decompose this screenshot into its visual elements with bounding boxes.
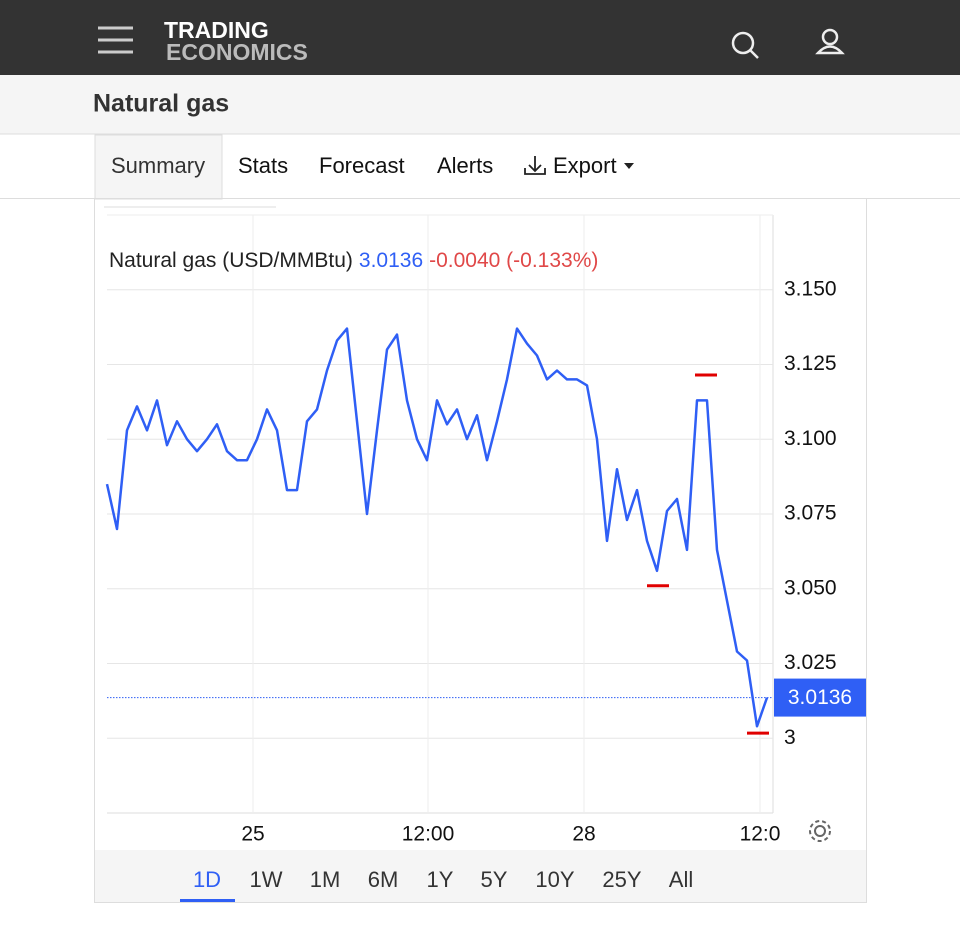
range-bar [95, 850, 866, 902]
range-button[interactable]: 1D [193, 867, 221, 892]
user-icon[interactable] [815, 28, 845, 55]
tab[interactable]: Export [553, 153, 617, 178]
active-tab-bg [94, 134, 223, 200]
range-button[interactable]: All [669, 867, 693, 892]
x-tick-label: 12:0 [740, 823, 781, 846]
price-line [105, 327, 769, 728]
top-bar [0, 0, 960, 75]
range-button[interactable]: 1W [250, 867, 283, 892]
export-caret[interactable] [624, 163, 634, 169]
last-price-box [774, 678, 866, 717]
page-title: Natural gas [93, 90, 229, 118]
legend-part: -0.0040 (-0.133%) [429, 249, 598, 272]
x-tick-label: 25 [241, 823, 264, 846]
range-button[interactable]: 6M [368, 867, 399, 892]
active-range-underline [180, 899, 235, 902]
tab[interactable]: Summary [111, 153, 205, 178]
logo[interactable]: ECONOMICS [166, 39, 308, 65]
tab[interactable]: Forecast [319, 153, 405, 178]
range-button[interactable]: 5Y [481, 867, 508, 892]
settings-icon[interactable] [809, 820, 831, 842]
x-tick-label: 12:00 [402, 823, 455, 846]
x-tick-label: 28 [572, 823, 595, 846]
range-button[interactable]: 1Y [427, 867, 454, 892]
menu-icon[interactable] [98, 26, 133, 54]
legend-part: Natural gas (USD/MMBtu) [109, 249, 353, 272]
y-tick-label: 3.025 [784, 651, 837, 674]
search-icon[interactable] [731, 31, 759, 59]
last-price-label: 3.0136 [788, 686, 852, 709]
y-tick-label: 3.075 [784, 502, 837, 525]
y-tick-label: 3 [784, 726, 796, 749]
tab[interactable]: Stats [238, 153, 288, 178]
logo[interactable]: TRADING [164, 17, 269, 43]
chart-frame [94, 198, 867, 903]
y-tick-label: 3.150 [784, 277, 837, 300]
legend-part: 3.0136 [359, 249, 423, 272]
range-button[interactable]: 1M [310, 867, 341, 892]
range-button[interactable]: 25Y [602, 867, 641, 892]
range-button[interactable]: 10Y [535, 867, 574, 892]
chart-legend: Natural gas (USD/MMBtu) 3.0136 -0.0040 (-0… [109, 249, 598, 272]
tab[interactable]: Alerts [437, 153, 493, 178]
y-tick-label: 3.100 [784, 427, 837, 450]
title-bar [0, 75, 960, 134]
y-tick-label: 3.050 [784, 576, 837, 599]
export-icon[interactable] [524, 156, 546, 175]
y-tick-label: 3.125 [784, 352, 837, 375]
